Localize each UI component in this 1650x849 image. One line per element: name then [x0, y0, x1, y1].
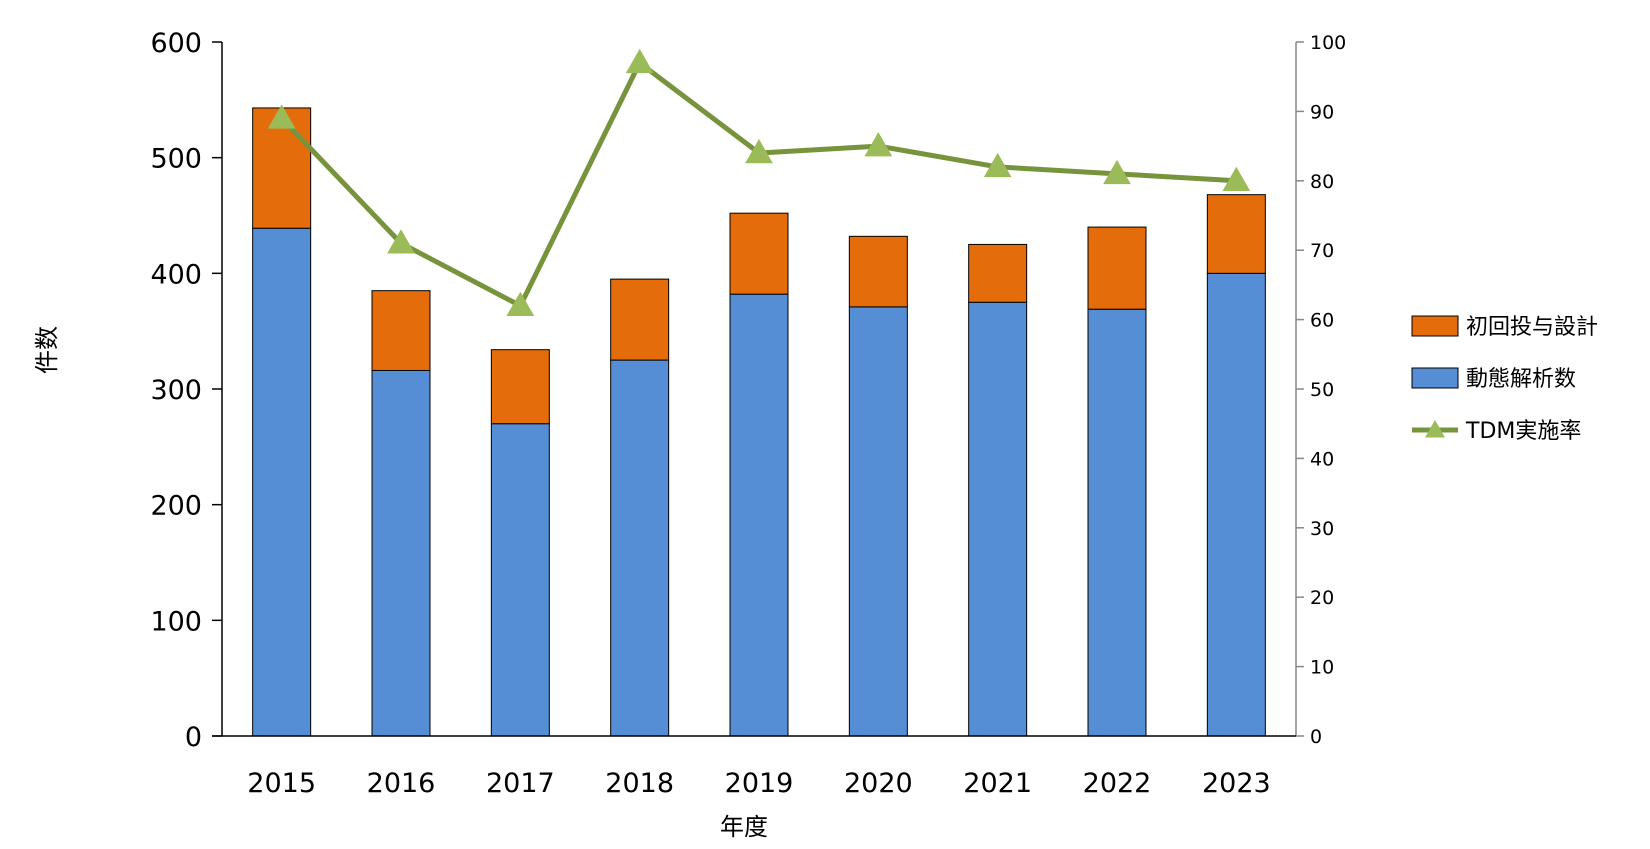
line-layer — [267, 48, 1251, 316]
right-tick-label: 60 — [1310, 310, 1334, 332]
bar-initial-dose-design-2023 — [1206, 194, 1266, 274]
marker-tdm-rate-2016 — [387, 229, 415, 254]
right-tick-label: 30 — [1310, 518, 1334, 540]
right-tick-label: 40 — [1310, 448, 1334, 470]
marker-tdm-rate-2019 — [745, 139, 773, 164]
marker-tdm-rate-2017 — [506, 291, 535, 316]
bars-layer — [252, 107, 1266, 737]
left-tick-label: 300 — [150, 375, 202, 406]
bar-initial-dose-design-2016 — [371, 290, 431, 371]
x-tick-label-2018: 2018 — [605, 768, 674, 799]
right-tick-label: 20 — [1310, 587, 1334, 609]
bar-initial-dose-design-2022 — [1087, 226, 1147, 310]
bar-initial-dose-design-2020 — [848, 235, 908, 308]
bar-dynamic-analysis-2021 — [968, 301, 1028, 737]
x-tick-label-2017: 2017 — [486, 768, 555, 799]
left-tick-label: 0 — [185, 722, 202, 753]
marker-tdm-rate-2020 — [864, 132, 893, 157]
right-tick-label: 0 — [1310, 726, 1322, 748]
bar-dynamic-analysis-2022 — [1087, 308, 1147, 737]
marker-tdm-rate-2015 — [267, 104, 296, 129]
left-tick-label: 100 — [150, 606, 202, 637]
x-tick-label-2016: 2016 — [367, 768, 436, 799]
y-axis-title: 件数 — [33, 326, 61, 374]
x-tick-label-2022: 2022 — [1083, 768, 1152, 799]
legend-swatch — [1411, 367, 1459, 389]
right-tick-label: 100 — [1310, 32, 1346, 54]
marker-tdm-rate-2022 — [1103, 159, 1131, 185]
bar-initial-dose-design-2021 — [968, 243, 1028, 303]
marker-tdm-rate-2023 — [1222, 166, 1251, 192]
x-tick-label-2021: 2021 — [963, 768, 1032, 799]
legend-swatch — [1411, 315, 1459, 337]
x-tick-label-2015: 2015 — [247, 768, 316, 799]
bar-dynamic-analysis-2018 — [610, 359, 670, 737]
right-tick-label: 50 — [1310, 379, 1334, 401]
ticks-layer: 0 100 200 300 400 500 600 0 10 20 30 40 50 60 70 80 90 10… — [150, 28, 1346, 799]
bar-dynamic-analysis-2023 — [1206, 272, 1266, 737]
left-tick-label: 600 — [150, 28, 202, 59]
right-tick-label: 90 — [1310, 101, 1334, 123]
bar-initial-dose-design-2019 — [729, 212, 789, 295]
bar-dynamic-analysis-2017 — [490, 423, 550, 737]
legend-label: TDM実施率 — [1465, 419, 1581, 444]
bar-initial-dose-design-2018 — [610, 278, 670, 361]
legend-label: 初回投与設計 — [1466, 315, 1598, 340]
bar-dynamic-analysis-2016 — [371, 369, 431, 737]
legend-marker — [1425, 420, 1445, 438]
right-tick-label: 10 — [1310, 657, 1334, 679]
right-tick-label: 70 — [1310, 240, 1334, 262]
bar-dynamic-analysis-2020 — [848, 306, 908, 737]
right-tick-label: 80 — [1310, 171, 1334, 193]
legend-label: 動態解析数 — [1466, 367, 1576, 392]
left-tick-label: 400 — [150, 259, 202, 290]
x-tick-label-2023: 2023 — [1202, 768, 1271, 799]
bar-dynamic-analysis-2015 — [252, 227, 312, 737]
marker-tdm-rate-2018 — [625, 48, 654, 74]
bar-dynamic-analysis-2019 — [729, 293, 789, 737]
bar-initial-dose-design-2017 — [490, 349, 550, 425]
left-tick-label: 500 — [150, 144, 202, 175]
x-tick-label-2019: 2019 — [725, 768, 794, 799]
left-tick-label: 200 — [150, 491, 202, 522]
marker-tdm-rate-2021 — [983, 152, 1012, 178]
x-axis-title: 年度 — [720, 813, 768, 841]
x-tick-label-2020: 2020 — [844, 768, 913, 799]
